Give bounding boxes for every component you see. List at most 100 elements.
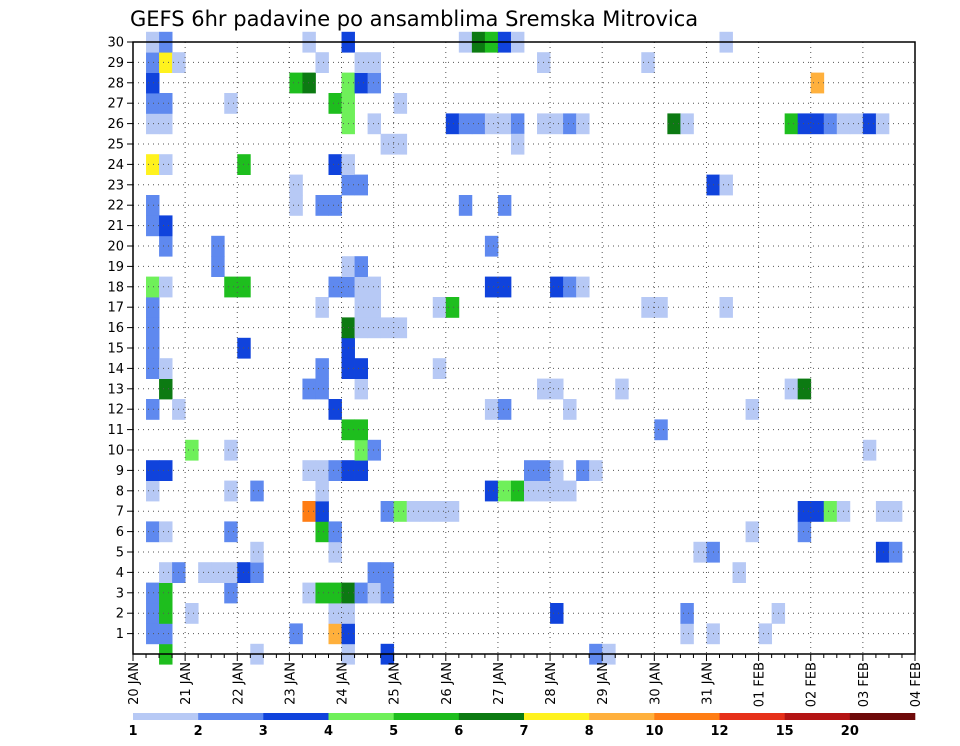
heatmap-cell <box>159 582 173 604</box>
x-tick-label: 25 JAN <box>388 662 403 705</box>
color-legend: 1 2 3 4 5 6 7 8 10 12 15 20 <box>128 713 916 739</box>
heatmap-cell <box>693 541 707 563</box>
heatmap-cell <box>302 582 316 604</box>
heatmap-cell <box>823 501 838 522</box>
heatmap-cell <box>784 113 799 135</box>
x-tick-label: 24 JAN <box>336 662 351 705</box>
heatmap-cell <box>810 72 825 94</box>
heatmap-cell <box>354 174 368 196</box>
heatmap-cell <box>159 52 173 73</box>
heatmap-cell <box>328 154 342 175</box>
heatmap-cell <box>432 358 447 379</box>
heatmap-cell <box>289 623 303 645</box>
heatmap-cell <box>302 72 316 94</box>
heatmap-cell <box>328 623 342 645</box>
x-tick-label: 03 FEB <box>857 662 872 707</box>
heatmap-cell <box>315 460 329 481</box>
heatmap-cell <box>224 439 238 461</box>
heatmap-cell <box>367 113 382 135</box>
heatmap-cell <box>354 317 368 339</box>
y-tick-label: 15 <box>107 342 124 357</box>
heatmap-cell <box>367 582 382 604</box>
heatmap-cell <box>524 480 538 502</box>
heatmap-cell <box>393 93 408 114</box>
heatmap-cell <box>315 480 329 502</box>
y-tick-label: 14 <box>107 362 124 377</box>
heatmap-cell <box>315 195 329 216</box>
x-tick-label: 22 JAN <box>231 662 246 705</box>
legend-swatch <box>198 713 264 720</box>
heatmap-cell <box>563 480 577 502</box>
y-tick-label: 28 <box>107 76 124 91</box>
y-tick-label: 13 <box>107 382 124 397</box>
heatmap-cell <box>367 297 382 318</box>
heatmap-cell <box>250 480 264 502</box>
heatmap-cell <box>458 195 473 216</box>
heatmap-cell <box>146 623 160 645</box>
heatmap-cell <box>315 52 329 73</box>
legend-swatch <box>784 713 851 720</box>
y-tick-label: 18 <box>107 280 124 295</box>
heatmap-cell <box>328 460 342 481</box>
legend-swatch <box>849 713 916 720</box>
heatmap-cell <box>159 154 173 175</box>
heatmap-cell <box>224 93 238 114</box>
heatmap-cell <box>419 501 434 522</box>
heatmap-cell <box>159 93 173 114</box>
legend-swatch <box>133 713 199 720</box>
heatmap-cell <box>497 276 512 298</box>
heatmap-cell <box>510 113 525 135</box>
heatmap-cell <box>458 113 473 135</box>
heatmap-cell <box>328 603 342 624</box>
heatmap-cell <box>146 93 160 114</box>
heatmap-cell <box>550 378 564 400</box>
heatmap-cell <box>888 501 903 522</box>
heatmap-cell <box>810 501 825 522</box>
y-tick-label: 2 <box>116 607 124 622</box>
heatmap-cell <box>445 501 460 522</box>
x-tick-label: 26 JAN <box>440 662 455 705</box>
heatmap-cell <box>810 113 825 135</box>
heatmap-cell <box>328 195 342 216</box>
heatmap-cell <box>367 72 382 94</box>
heatmap-cell <box>328 399 342 420</box>
legend-swatch <box>458 713 525 720</box>
y-tick-label: 20 <box>107 240 124 255</box>
heatmap-cell <box>563 399 577 420</box>
x-tick-label: 30 JAN <box>648 662 663 705</box>
heatmap-cell <box>224 480 238 502</box>
heatmap-cell <box>380 317 395 339</box>
legend-swatch <box>263 713 329 720</box>
heatmap-cell <box>354 460 368 481</box>
y-tick-label: 24 <box>107 158 124 173</box>
y-tick-label: 26 <box>107 117 124 132</box>
heatmap-cell <box>315 297 329 318</box>
heatmap-cell <box>380 562 395 583</box>
heatmap-cell <box>797 521 812 543</box>
y-tick-label: 11 <box>107 423 124 438</box>
heatmap-cell <box>784 378 799 400</box>
heatmap-cell <box>146 52 160 73</box>
heatmap-cell <box>484 480 499 502</box>
legend-swatch <box>524 713 590 720</box>
x-axis: 20 JAN 21 JAN 22 JAN 23 JAN 24 JAN 25 JAN 26 J… <box>127 654 924 707</box>
heatmap-cell <box>719 297 733 318</box>
heatmap-cell <box>159 603 173 624</box>
y-tick-label: 17 <box>107 301 124 316</box>
heatmap-cell <box>146 480 160 502</box>
heatmap-cell <box>615 378 629 400</box>
heatmap-cell <box>159 378 173 400</box>
heatmap-cell <box>315 378 329 400</box>
heatmap-cell <box>302 501 316 522</box>
heatmap-cell <box>524 460 538 481</box>
heatmap-cell <box>211 562 225 583</box>
heatmap-cell <box>146 603 160 624</box>
heatmap-cell <box>862 439 877 461</box>
heatmap-cell <box>380 133 395 155</box>
y-tick-label: 30 <box>107 36 124 51</box>
heatmap-cell <box>432 297 447 318</box>
heatmap-cell <box>497 195 512 216</box>
heatmap-cell <box>797 501 812 522</box>
